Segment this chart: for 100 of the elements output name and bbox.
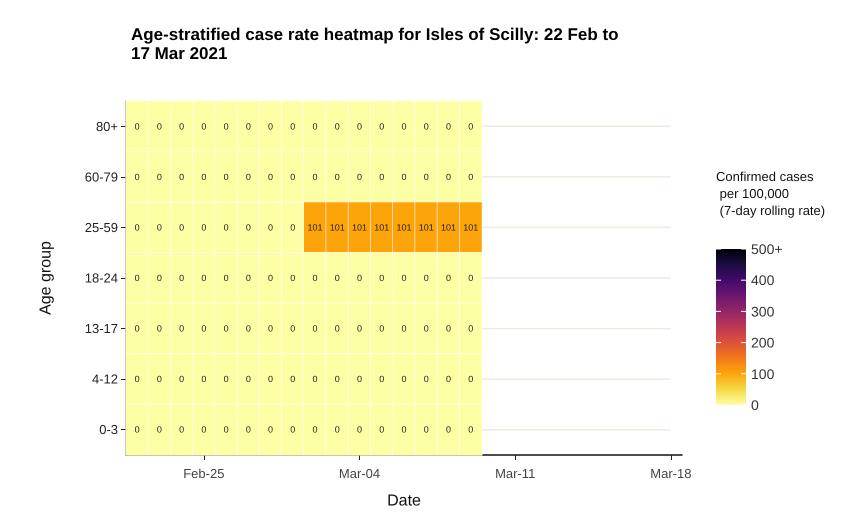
data-label: 0	[268, 273, 274, 283]
data-label: 0	[401, 424, 407, 435]
data-label: 0	[312, 273, 318, 283]
data-label: 0	[201, 273, 206, 283]
data-label: 0	[312, 324, 318, 334]
data-label: 101	[396, 222, 412, 232]
color-bar-label: 500+	[751, 241, 783, 257]
data-label: 0	[224, 172, 229, 182]
y-axis-title: Age group	[38, 240, 54, 315]
data-label: 0	[446, 121, 451, 132]
data-label: 0	[424, 424, 429, 435]
y-tick-label: 80+	[96, 118, 118, 134]
data-label: 0	[357, 273, 362, 283]
data-label: 0	[246, 424, 251, 435]
data-label: 0	[468, 374, 474, 384]
y-tick-label: 0-3	[99, 422, 118, 438]
data-label: 0	[179, 424, 184, 435]
data-label: 0	[268, 424, 274, 435]
x-tick-label: Feb-25	[183, 466, 224, 481]
y-tick-label: 13-17	[84, 321, 118, 336]
data-label: 0	[246, 273, 251, 283]
data-label: 0	[224, 273, 229, 283]
data-label: 0	[424, 374, 429, 384]
data-label: 0	[246, 374, 251, 384]
y-tick-label: 25-59	[84, 220, 118, 235]
data-label: 0	[424, 324, 429, 334]
data-label: 101	[308, 222, 323, 232]
data-label: 0	[290, 121, 296, 132]
data-label: 0	[401, 374, 407, 384]
data-label: 0	[468, 424, 474, 435]
data-label: 0	[268, 222, 274, 232]
data-label: 0	[156, 222, 162, 232]
data-label: 0	[357, 121, 362, 132]
data-label: 0	[290, 273, 296, 283]
data-label: 0	[334, 121, 340, 132]
data-label: 0	[179, 172, 184, 182]
data-label: 0	[134, 374, 140, 384]
data-label: 0	[424, 273, 429, 283]
data-label: 0	[134, 222, 140, 232]
data-label: 0	[334, 374, 340, 384]
data-label: 0	[379, 172, 384, 182]
data-label: 101	[352, 222, 368, 232]
data-label: 101	[374, 222, 390, 232]
data-label: 0	[468, 172, 474, 182]
data-label: 0	[134, 121, 140, 132]
x-tick-label: Mar-04	[338, 466, 380, 481]
data-label: 0	[290, 374, 296, 384]
data-label: 0	[201, 424, 206, 435]
data-label: 0	[268, 324, 274, 334]
data-label: 0	[446, 324, 451, 334]
data-label: 0	[268, 172, 274, 182]
color-bar-label: 400	[751, 272, 775, 288]
data-label: 0	[424, 121, 429, 132]
data-label: 0	[224, 324, 229, 334]
data-label: 0	[246, 121, 251, 132]
data-label: 101	[440, 222, 456, 232]
data-label: 0	[468, 324, 474, 334]
data-label: 0	[357, 324, 362, 334]
y-tick-label: 4-12	[92, 372, 118, 387]
data-label: 0	[134, 424, 140, 435]
data-label: 0	[156, 374, 162, 384]
data-label: 0	[401, 172, 407, 182]
data-label: 0	[446, 374, 451, 384]
data-label: 0	[246, 172, 251, 182]
data-label: 0	[290, 424, 296, 435]
data-label: 0	[246, 222, 251, 232]
data-label: 0	[446, 273, 451, 283]
data-label: 0	[334, 324, 340, 334]
data-label: 0	[201, 121, 206, 132]
color-bar-label: 100	[751, 366, 775, 382]
data-label: 0	[401, 121, 407, 132]
data-label: 0	[179, 374, 184, 384]
data-label: 0	[156, 324, 162, 334]
data-label: 0	[134, 324, 140, 334]
data-label: 0	[156, 172, 162, 182]
data-label: 0	[379, 424, 384, 435]
data-label: 0	[201, 222, 206, 232]
data-label: 0	[179, 121, 184, 132]
data-label: 0	[156, 121, 162, 132]
data-label: 0	[268, 121, 274, 132]
data-label: 0	[179, 273, 184, 283]
data-label: 0	[379, 121, 384, 132]
data-label: 0	[334, 172, 340, 182]
color-bar-label: 200	[751, 334, 775, 351]
x-axis-title: Date	[387, 492, 421, 510]
data-label: 0	[379, 273, 384, 283]
data-label: 0	[334, 273, 340, 283]
data-label: 0	[268, 374, 274, 384]
data-label: 0	[201, 172, 206, 182]
data-label: 0	[224, 424, 229, 435]
data-label: 0	[179, 222, 184, 232]
data-label: 0	[201, 324, 206, 334]
data-label: 0	[357, 172, 362, 182]
data-label: 0	[179, 324, 184, 334]
data-label: 0	[224, 222, 229, 232]
data-label: 0	[379, 374, 384, 384]
data-label: 101	[330, 222, 345, 232]
data-label: 101	[418, 222, 434, 232]
data-label: 0	[156, 273, 162, 283]
data-label: 0	[446, 424, 451, 435]
